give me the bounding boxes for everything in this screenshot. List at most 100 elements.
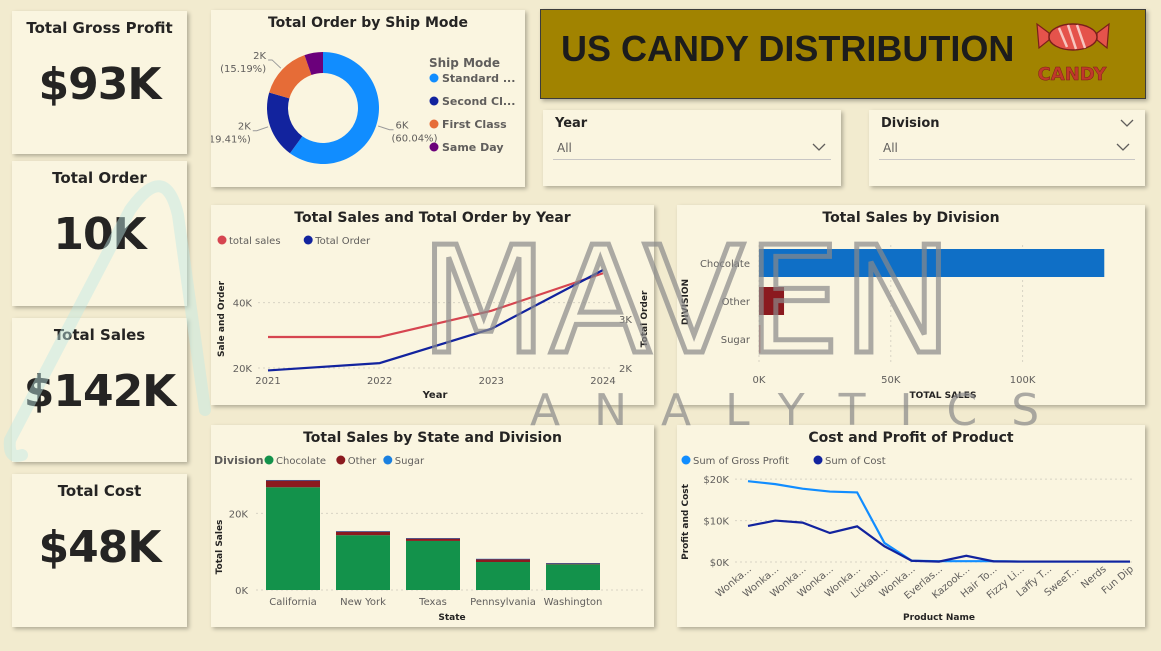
x-tick-label: 2023 <box>479 376 504 387</box>
y2-axis-title: Total Order <box>640 290 650 347</box>
kpi-value: $142K <box>23 366 177 417</box>
slicer-title: Division <box>881 116 940 131</box>
kpi-card-total-cost: Total Cost $48K <box>12 474 187 627</box>
y2-tick-label: 2K <box>619 364 632 375</box>
chevron-down-icon[interactable] <box>1119 115 1135 131</box>
y-tick-label: Other <box>722 297 751 308</box>
cost-profit-card: Cost and Profit of Product Sum of Gross … <box>677 425 1145 627</box>
y-tick-label: 20K <box>233 364 253 375</box>
division-slicer[interactable]: Division All <box>869 110 1145 186</box>
legend-label: Sum of Cost <box>825 456 886 467</box>
chevron-down-icon[interactable] <box>1115 139 1131 155</box>
x-tick-label: Washington <box>544 597 603 608</box>
stacked-bar-segment <box>546 563 600 564</box>
stacked-bar-segment <box>336 535 390 590</box>
header-banner: US CANDY DISTRIBUTION CANDY <box>540 9 1146 99</box>
sales-state-stacked-chart: Division Chocolate Other Sugar 0K 20K Califo… <box>214 454 643 623</box>
kpi-card-total-order: Total Order 10K <box>12 161 187 306</box>
x-axis-title: Year <box>422 390 448 401</box>
bar <box>759 325 761 353</box>
y-tick-label: Chocolate <box>700 259 750 270</box>
series-line <box>267 269 604 372</box>
stacked-bar-segment <box>266 487 320 590</box>
x-tick-label: 2024 <box>590 376 615 387</box>
sales-division-bar-chart: 0K 50K 100K Chocolate Other Sugar TOTAL SALES… <box>681 245 1105 401</box>
legend-label: total sales <box>229 236 281 247</box>
y-axis-title: Profit and Cost <box>681 483 691 560</box>
legend-title: Division <box>214 454 264 467</box>
x-tick-label: 2022 <box>367 376 392 387</box>
y2-tick-label: 3K <box>619 315 632 326</box>
stacked-bar-segment <box>476 558 530 560</box>
legend-marker <box>429 96 439 106</box>
x-tick-label: Pennsylvania <box>470 597 536 608</box>
ship-mode-donut: 6K (60.04%) 2K (19.41%) 2K (15.19%) Ship Mode… <box>211 51 515 164</box>
legend-label: First Class <box>442 118 507 131</box>
stacked-bar-segment <box>546 564 600 590</box>
kpi-card-gross-profit: Total Gross Profit $93K <box>12 11 187 154</box>
series-line <box>747 480 1130 563</box>
legend-title: Ship Mode <box>429 56 500 70</box>
x-tick-label: 50K <box>881 375 901 386</box>
year-slicer[interactable]: Year All <box>543 110 841 186</box>
sales-division-card: Total Sales by Division 0K 50K 100K Chocola… <box>677 205 1145 405</box>
sales-order-year-card: Total Sales and Total Order by Year tota… <box>211 205 654 405</box>
stacked-bar-segment <box>336 531 390 532</box>
donut-value-label: 2K <box>238 122 251 133</box>
legend-marker <box>429 142 439 152</box>
chart-title: Total Sales by State and Division <box>303 430 562 446</box>
y-axis-title: Total Sales <box>215 520 225 575</box>
stacked-bar-segment <box>266 479 320 481</box>
legend-marker <box>429 73 439 83</box>
y-tick-label: $0K <box>710 558 730 569</box>
legend-label: Sum of Gross Profit <box>693 456 789 467</box>
ship-mode-chart-card: Total Order by Ship Mode 6K (60.04%) 2K (19… <box>211 10 525 187</box>
stacked-bar-segment <box>476 558 530 563</box>
y-tick-label: 20K <box>229 509 249 520</box>
division-dropdown[interactable]: All <box>879 136 1135 160</box>
donut-leader-line <box>268 59 282 69</box>
sales-state-card: Total Sales by State and Division Divisi… <box>211 425 654 627</box>
donut-value-label: 6K <box>396 121 409 132</box>
slicer-value: All <box>883 141 898 155</box>
kpi-value: 10K <box>53 209 146 260</box>
stacked-bar-segment <box>406 538 460 541</box>
year-dropdown[interactable]: All <box>553 136 831 160</box>
y-axis-title: Sale and Order <box>217 280 227 357</box>
donut-slice <box>289 52 379 164</box>
legend-marker <box>336 455 346 465</box>
x-tick-label: 100K <box>1010 375 1036 386</box>
y-tick-label: $20K <box>703 475 729 486</box>
slicer-value: All <box>557 141 572 155</box>
legend-label: Standard ... <box>442 72 515 85</box>
sales-order-line-chart: total sales Total Order 20K 40K 2K 3K 2021 202… <box>217 235 650 401</box>
legend-label: Total Order <box>314 236 371 247</box>
candy-logo-icon: CANDY <box>1036 22 1110 85</box>
stacked-bar-segment <box>336 531 390 536</box>
legend-marker <box>429 119 439 129</box>
donut-slice <box>269 55 312 99</box>
legend-marker <box>813 455 823 465</box>
kpi-value: $93K <box>38 59 162 110</box>
kpi-title: Total Cost <box>57 482 142 500</box>
legend-label: Chocolate <box>276 456 326 467</box>
dashboard-title: US CANDY DISTRIBUTION <box>561 28 1015 69</box>
chart-title: Total Order by Ship Mode <box>267 15 469 31</box>
x-tick-label: California <box>269 597 317 608</box>
donut-slice <box>267 92 303 154</box>
donut-percent-label: (60.04%) <box>392 134 438 145</box>
donut-percent-label: (15.19%) <box>220 64 266 75</box>
stacked-bar-segment <box>476 562 530 590</box>
kpi-card-total-sales: Total Sales $142K <box>12 318 187 462</box>
x-axis-title: TOTAL SALES <box>910 391 977 401</box>
chart-title: Cost and Profit of Product <box>808 430 1014 446</box>
chevron-down-icon[interactable] <box>811 139 827 155</box>
legend-label: Same Day <box>442 141 503 154</box>
x-tick-label: 2021 <box>255 376 280 387</box>
cost-profit-line-chart: Sum of Gross Profit Sum of Cost $0K $10K $2… <box>681 455 1136 623</box>
candy-logo-text: CANDY <box>1038 64 1108 85</box>
legend-marker <box>681 455 691 465</box>
x-axis-title: State <box>438 613 465 623</box>
donut-value-label: 2K <box>253 51 266 62</box>
y-tick-label: 40K <box>233 299 253 310</box>
